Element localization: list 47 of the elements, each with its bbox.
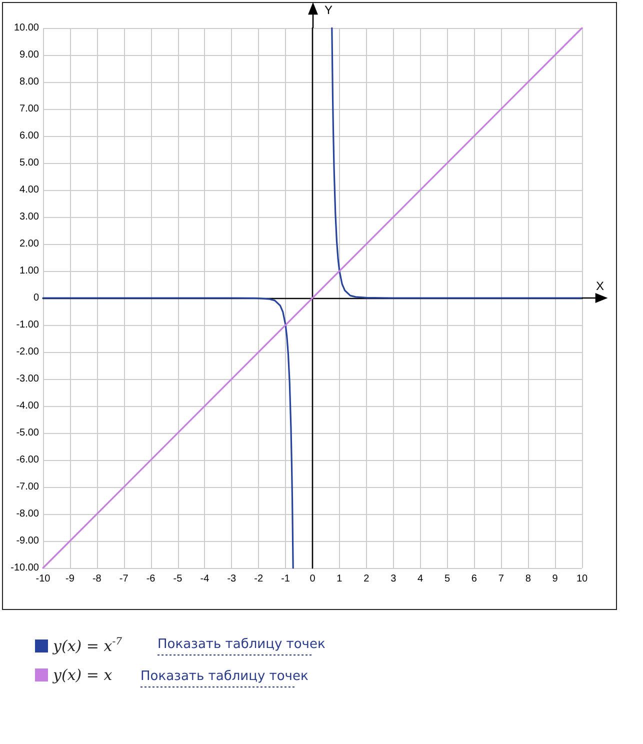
y-tick-label: 5.00 [20, 158, 40, 168]
x-tick-label: -5 [173, 574, 183, 584]
y-tick-label: -7.00 [16, 482, 40, 492]
y-tick-label: 6.00 [20, 130, 40, 142]
y-tick-label: 2.00 [20, 238, 40, 250]
y-tick-label: 9.00 [20, 50, 40, 60]
y-tick-label: 4.00 [20, 184, 40, 196]
y-tick-label: -6.00 [16, 454, 40, 466]
y-tick-label: -4.00 [16, 400, 40, 412]
y-tick-label: -8.00 [16, 508, 40, 520]
x-tick-label: 1 [336, 574, 343, 584]
y-tick-label: 3.00 [20, 212, 40, 222]
y-tick-label: -10.00 [10, 562, 40, 574]
y-tick-label: -9.00 [16, 536, 40, 546]
y-tick-label: -2.00 [16, 346, 40, 358]
x-tick-label: 0 [310, 574, 316, 584]
x-tick-label: 10 [576, 574, 588, 584]
x-tick-label: 8 [525, 574, 532, 584]
text: Показать таблицу точек [158, 637, 326, 652]
y-tick-label: 1.00 [20, 266, 40, 276]
x-tick-label: -6 [146, 574, 156, 584]
y-tick-label: 8.00 [20, 76, 40, 88]
y-tick-label: -1.00 [16, 320, 40, 330]
x-tick-label: 2 [364, 574, 370, 584]
x-tick-label: -8 [92, 574, 102, 584]
y-axis-title: Y [324, 3, 333, 17]
text: Показать таблицу точек [140, 669, 308, 684]
x-tick-label: 5 [444, 574, 450, 584]
x-tick-label: -7 [119, 574, 129, 584]
x-tick-label: 4 [418, 574, 424, 584]
y-tick-label: 7.00 [20, 104, 40, 114]
x-tick-label: -4 [200, 574, 210, 584]
x-tick-label: -1 [281, 574, 290, 584]
x-tick-label: 9 [552, 574, 558, 584]
x-tick-label: -2 [254, 574, 264, 584]
legend-label: y(x) = x [52, 666, 113, 684]
y-tick-label: 0 [33, 292, 40, 304]
x-tick-label: -3 [227, 574, 237, 584]
y-tick-label: 10.00 [14, 22, 40, 34]
x-axis-title: X [596, 279, 604, 293]
x-tick-label: -9 [65, 574, 75, 584]
x-tick-label: 7 [498, 574, 504, 584]
x-tick-label: 6 [471, 574, 478, 584]
x-tick-label: -10 [36, 574, 51, 584]
x-tick-label: 3 [390, 574, 397, 584]
y-tick-label: -3.00 [16, 374, 40, 384]
y-tick-label: -5.00 [16, 428, 40, 438]
